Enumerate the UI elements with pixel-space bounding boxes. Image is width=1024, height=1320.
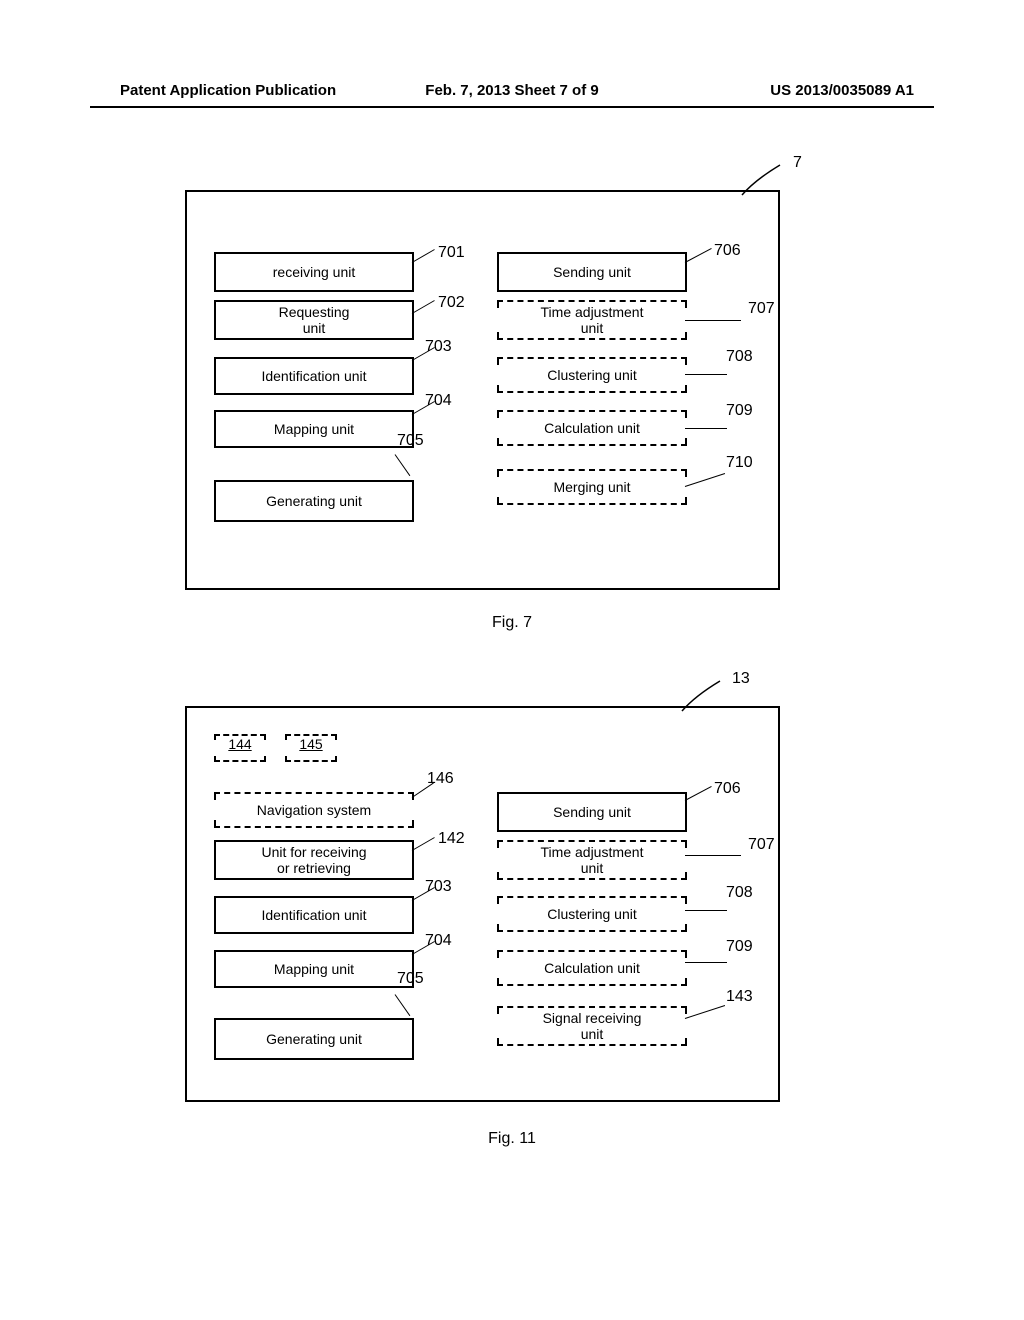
box-time-adjustment-unit: Time adjustment unit: [497, 300, 687, 340]
header-center: Feb. 7, 2013 Sheet 7 of 9: [425, 82, 598, 99]
label: receiving unit: [273, 264, 356, 280]
ref-703: 703: [425, 338, 452, 356]
minibox-144: 144: [214, 734, 266, 762]
header-rule: [90, 106, 934, 108]
fig11-caption: Fig. 11: [488, 1130, 536, 1148]
box-navigation-system: Navigation system: [214, 792, 414, 828]
label: Clustering unit: [547, 906, 637, 922]
ref-701: 701: [438, 244, 465, 262]
label: Calculation unit: [544, 420, 640, 436]
fig7-caption: Fig. 7: [492, 614, 532, 632]
label: Generating unit: [266, 1031, 362, 1047]
box-mapping-unit-2: Mapping unit: [214, 950, 414, 988]
label: Identification unit: [261, 368, 366, 384]
box-merging-unit: Merging unit: [497, 469, 687, 505]
ref-708b: 708: [726, 884, 753, 902]
ref-707: 707: [748, 300, 775, 318]
ref-709b: 709: [726, 938, 753, 956]
box-sending-unit-2: Sending unit: [497, 792, 687, 832]
label: Identification unit: [261, 907, 366, 923]
ref-703b: 703: [425, 878, 452, 896]
label: Mapping unit: [274, 421, 354, 437]
ref-146: 146: [427, 770, 454, 788]
ref-706: 706: [714, 242, 741, 260]
box-identification-unit-2: Identification unit: [214, 896, 414, 934]
label: Generating unit: [266, 493, 362, 509]
label: Requesting unit: [279, 304, 350, 336]
ref-13: 13: [732, 670, 750, 688]
box-calculation-unit: Calculation unit: [497, 410, 687, 446]
minibox-145: 145: [285, 734, 337, 762]
ref-7: 7: [793, 154, 802, 172]
ref-710: 710: [726, 454, 753, 472]
box-mapping-unit: Mapping unit: [214, 410, 414, 448]
ref-142: 142: [438, 830, 465, 848]
box-clustering-unit-2: Clustering unit: [497, 896, 687, 932]
ref-706b: 706: [714, 780, 741, 798]
ref-708: 708: [726, 348, 753, 366]
header-left: Patent Application Publication: [120, 82, 336, 99]
label: Unit for receiving or retrieving: [261, 844, 366, 876]
header-right: US 2013/0035089 A1: [770, 82, 914, 99]
leader-708b: [685, 910, 727, 911]
box-receiving-unit: receiving unit: [214, 252, 414, 292]
ref-704b: 704: [425, 932, 452, 950]
box-clustering-unit: Clustering unit: [497, 357, 687, 393]
box-time-adjustment-unit-2: Time adjustment unit: [497, 840, 687, 880]
ref-143: 143: [726, 988, 753, 1006]
box-generating-unit-2: Generating unit: [214, 1018, 414, 1060]
label: 145: [299, 736, 322, 752]
box-identification-unit: Identification unit: [214, 357, 414, 395]
ref-702: 702: [438, 294, 465, 312]
fig11-leader-13: [680, 676, 730, 716]
fig11-container: 144 145 Navigation system Unit for recei…: [185, 706, 780, 1102]
leader-709: [685, 428, 727, 429]
leader-708: [685, 374, 727, 375]
box-calculation-unit-2: Calculation unit: [497, 950, 687, 986]
fig7-container: receiving unit Requesting unit Identific…: [185, 190, 780, 590]
leader-707b: [685, 855, 741, 856]
ref-704: 704: [425, 392, 452, 410]
box-sending-unit: Sending unit: [497, 252, 687, 292]
label: Navigation system: [257, 802, 371, 818]
box-signal-receiving-unit: Signal receiving unit: [497, 1006, 687, 1046]
box-unit-receiving-retrieving: Unit for receiving or retrieving: [214, 840, 414, 880]
label: Calculation unit: [544, 960, 640, 976]
fig7-leader-7: [740, 160, 790, 200]
ref-707b: 707: [748, 836, 775, 854]
label: 144: [228, 736, 251, 752]
label: Mapping unit: [274, 961, 354, 977]
box-requesting-unit: Requesting unit: [214, 300, 414, 340]
ref-705: 705: [397, 432, 424, 450]
label: Time adjustment unit: [541, 844, 644, 876]
label: Sending unit: [553, 264, 631, 280]
box-generating-unit: Generating unit: [214, 480, 414, 522]
label: Time adjustment unit: [541, 304, 644, 336]
label: Merging unit: [553, 479, 630, 495]
ref-709: 709: [726, 402, 753, 420]
ref-705b: 705: [397, 970, 424, 988]
leader-709b: [685, 962, 727, 963]
label: Sending unit: [553, 804, 631, 820]
label: Signal receiving unit: [543, 1010, 642, 1042]
leader-707: [685, 320, 741, 321]
label: Clustering unit: [547, 367, 637, 383]
